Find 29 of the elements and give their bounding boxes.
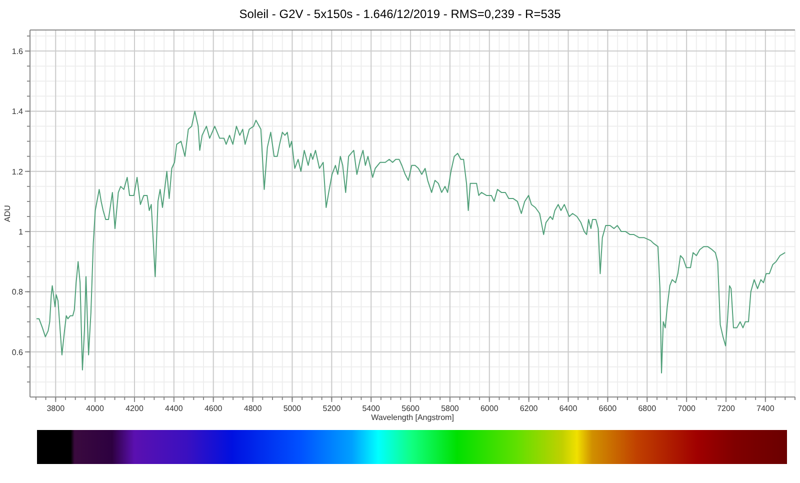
x-tick-label: 6200 bbox=[520, 404, 538, 413]
x-tick-label: 5200 bbox=[322, 404, 342, 413]
y-axis-title: ADU bbox=[3, 204, 12, 222]
x-tick-label: 5400 bbox=[362, 404, 381, 413]
y-tick-label: 1.6 bbox=[12, 47, 24, 56]
y-tick-label: 1 bbox=[18, 228, 24, 237]
x-tick-label: 6800 bbox=[638, 404, 657, 413]
y-tick-label: 1.2 bbox=[12, 167, 24, 176]
x-tick-label: 4000 bbox=[86, 404, 105, 413]
x-tick-label: 6600 bbox=[598, 404, 618, 413]
x-axis-title: Wavelength [Angstrom] bbox=[371, 413, 454, 422]
y-tick-label: 0.8 bbox=[12, 288, 24, 297]
y-tick-label: 0.6 bbox=[12, 348, 24, 357]
x-tick-label: 4400 bbox=[165, 404, 184, 413]
line-series bbox=[36, 110, 786, 374]
x-tick-label: 5600 bbox=[402, 404, 420, 413]
x-tick-label: 6000 bbox=[480, 404, 499, 413]
x-tick-label: 4800 bbox=[244, 404, 262, 413]
x-tick-label: 5000 bbox=[283, 404, 302, 413]
x-tick-label: 7200 bbox=[717, 404, 736, 413]
x-tick-label: 5800 bbox=[441, 404, 460, 413]
x-tick-label: 3800 bbox=[46, 404, 66, 413]
x-tick-label: 7400 bbox=[756, 404, 775, 413]
x-tick-label: 4200 bbox=[126, 404, 144, 413]
y-tick-label: 1.4 bbox=[12, 107, 24, 116]
x-tick-label: 6400 bbox=[559, 404, 578, 413]
chart-title: Soleil - G2V - 5x150s - 1.646/12/2019 - RMS=0,239 - R=535 bbox=[239, 7, 562, 21]
x-tick-label: 4600 bbox=[204, 404, 223, 413]
x-tick-label: 7000 bbox=[678, 404, 696, 413]
